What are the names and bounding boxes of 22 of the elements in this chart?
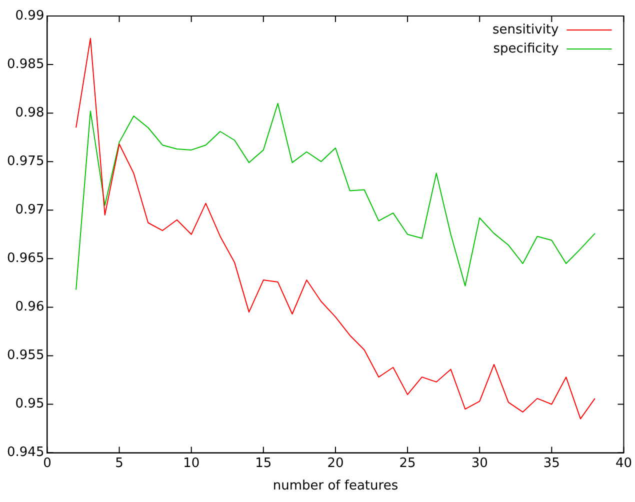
x-tick-label: 35 (543, 456, 560, 471)
y-tick-label: 0.98 (15, 105, 44, 120)
x-tick-label: 5 (115, 456, 124, 471)
x-tick-label: 40 (615, 456, 632, 471)
y-tick-label: 0.975 (7, 154, 44, 169)
x-tick-label: 30 (471, 456, 488, 471)
y-tick-label: 0.985 (7, 56, 44, 72)
x-tick-label: 25 (399, 456, 416, 471)
x-tick-label: 15 (255, 456, 272, 471)
y-tick-label: 0.955 (7, 348, 44, 364)
y-tick-label: 0.96 (15, 300, 44, 315)
x-tick-label: 10 (183, 456, 200, 471)
legend-label: specificity (493, 41, 560, 56)
legend-label: sensitivity (492, 22, 560, 38)
y-tick-label: 0.945 (7, 445, 44, 460)
y-tick-label: 0.99 (15, 8, 44, 24)
x-axis-title: number of features (272, 478, 398, 494)
x-tick-label: 20 (327, 456, 344, 471)
y-tick-label: 0.95 (15, 396, 44, 412)
y-tick-label: 0.97 (15, 202, 44, 218)
x-tick-label: 0 (43, 456, 52, 471)
y-tick-label: 0.965 (7, 251, 44, 266)
